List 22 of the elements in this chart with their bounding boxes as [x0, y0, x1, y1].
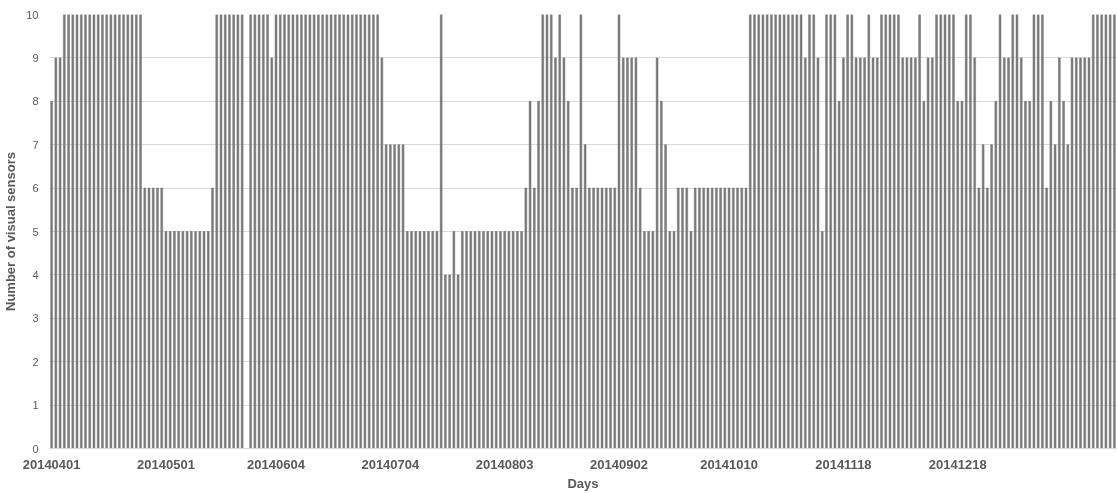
x-tick-label: 20140604	[247, 456, 306, 472]
x-tick-label: 20140401	[22, 456, 81, 472]
y-tick-label: 5	[32, 225, 39, 238]
y-tick-label: 10	[26, 8, 39, 21]
x-tick-label: 20141218	[928, 456, 987, 472]
y-tick-label: 2	[32, 355, 39, 368]
x-tick-label: 20141010	[700, 456, 758, 472]
x-axis-title: Days	[567, 475, 599, 491]
x-tick-label: 20140501	[137, 456, 195, 472]
y-tick-label: 7	[32, 138, 39, 151]
y-tick-label: 6	[32, 182, 39, 195]
y-tick-label: 1	[32, 399, 39, 412]
x-tick-label: 20141118	[815, 456, 872, 472]
y-tick-label: 3	[32, 312, 39, 325]
y-tick-label: 4	[32, 268, 39, 281]
x-tick-label: 20140902	[590, 456, 648, 472]
y-tick-label: 8	[32, 95, 39, 108]
y-axis-title: Number of visual sensors	[3, 152, 19, 311]
y-tick-label: 0	[32, 442, 39, 455]
y-tick-label: 9	[32, 51, 39, 64]
x-tick-label: 20140803	[475, 456, 534, 472]
x-tick-label: 20140704	[361, 456, 421, 472]
